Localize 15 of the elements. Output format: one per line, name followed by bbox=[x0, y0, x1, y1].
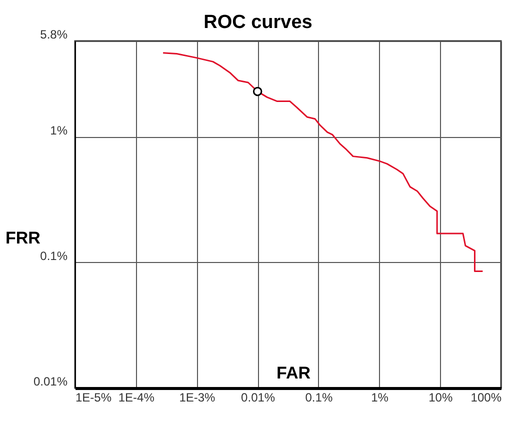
x-tick-label: 100% bbox=[470, 390, 502, 404]
y-axis-title: FRR bbox=[6, 228, 40, 248]
y-tick-label: 1% bbox=[50, 123, 68, 138]
x-tick-label: 10% bbox=[428, 390, 453, 404]
chart-title: ROC curves bbox=[204, 12, 312, 33]
x-tick-label: 1E-4% bbox=[118, 390, 155, 404]
x-tick-label: 1% bbox=[371, 390, 389, 404]
x-axis-title: FAR bbox=[276, 364, 310, 382]
y-tick-label: 5.8% bbox=[40, 28, 68, 42]
x-tick-label: 1E-3% bbox=[179, 390, 216, 404]
y-tick-label: 0.1% bbox=[40, 248, 68, 263]
x-tick-label: 1E-5% bbox=[76, 390, 112, 404]
x-tick-label: 0.01% bbox=[241, 390, 276, 404]
x-tick-label: 0.1% bbox=[305, 390, 333, 404]
y-tick-label: 0.01% bbox=[33, 374, 68, 388]
